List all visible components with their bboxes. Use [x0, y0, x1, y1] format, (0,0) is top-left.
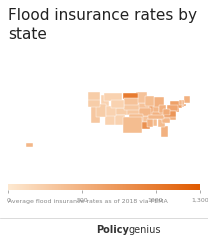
Text: genius: genius: [129, 225, 161, 235]
Bar: [180, 99, 182, 105]
Bar: [26, 143, 33, 147]
Bar: [162, 118, 170, 123]
Bar: [101, 95, 109, 108]
Bar: [129, 114, 143, 121]
Bar: [105, 115, 115, 125]
Text: Average flood insurance rates as of 2018 via FEMA: Average flood insurance rates as of 2018…: [8, 199, 168, 204]
Bar: [176, 107, 179, 112]
Bar: [104, 93, 122, 101]
Bar: [170, 101, 182, 108]
Bar: [124, 104, 139, 110]
Bar: [106, 106, 116, 116]
Text: Flood insurance rates by
state: Flood insurance rates by state: [8, 8, 197, 42]
Bar: [181, 100, 184, 105]
Bar: [127, 109, 141, 115]
Bar: [161, 115, 176, 120]
Bar: [182, 106, 184, 107]
Bar: [175, 110, 176, 113]
Bar: [124, 98, 138, 105]
Bar: [21, 59, 49, 73]
Bar: [161, 126, 168, 137]
Bar: [159, 105, 166, 113]
Bar: [167, 105, 178, 111]
Bar: [152, 112, 165, 116]
Bar: [158, 119, 165, 127]
Bar: [139, 108, 151, 116]
Bar: [180, 106, 182, 107]
Bar: [147, 119, 153, 127]
Text: Policy: Policy: [96, 225, 129, 235]
Bar: [184, 96, 190, 103]
Bar: [154, 97, 164, 107]
Bar: [123, 117, 142, 133]
Bar: [96, 104, 106, 117]
Bar: [153, 119, 157, 126]
Bar: [180, 104, 186, 106]
Bar: [148, 115, 164, 119]
Bar: [88, 92, 100, 99]
Bar: [111, 100, 124, 108]
Bar: [91, 106, 100, 123]
Bar: [136, 92, 147, 103]
Bar: [163, 109, 170, 115]
Bar: [88, 98, 100, 107]
Bar: [115, 108, 128, 115]
Bar: [163, 111, 176, 117]
Bar: [145, 96, 154, 106]
Bar: [141, 122, 150, 129]
Bar: [153, 106, 159, 113]
Bar: [141, 116, 149, 122]
Bar: [170, 110, 177, 113]
Bar: [123, 93, 137, 99]
Bar: [138, 103, 149, 109]
Bar: [115, 115, 125, 125]
Bar: [148, 104, 154, 115]
